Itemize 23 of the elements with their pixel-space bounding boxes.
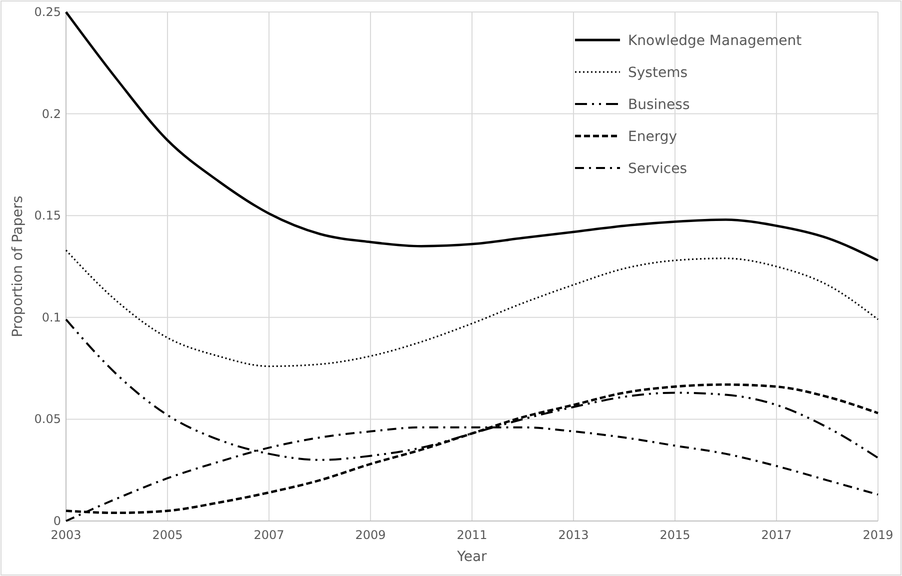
- x-tick-label: 2011: [456, 528, 488, 542]
- y-axis-title: Proportion of Papers: [10, 196, 26, 338]
- x-tick-label: 2015: [660, 528, 690, 542]
- y-tick-label: 0.1: [42, 310, 61, 324]
- x-tick-label: 2005: [152, 528, 183, 542]
- x-axis-title: Year: [456, 549, 488, 565]
- legend-label: Services: [628, 161, 688, 177]
- x-tick-label: 2017: [761, 528, 792, 542]
- legend-label: Knowledge Management: [628, 33, 802, 49]
- x-tick-label: 2013: [558, 528, 589, 542]
- y-tick-label: 0: [53, 514, 61, 528]
- x-tick-label: 2019: [862, 528, 894, 542]
- legend-label: Energy: [628, 129, 678, 145]
- y-tick-label: 0.15: [34, 208, 61, 223]
- x-tick-label: 2007: [254, 528, 284, 542]
- line-series: [65, 249, 879, 368]
- x-tick-label: 2003: [50, 528, 82, 542]
- y-tick-label: 0.2: [42, 106, 61, 121]
- legend-label: Systems: [628, 65, 688, 81]
- y-tick-label: 0.25: [34, 5, 61, 19]
- y-tick-label: 0.05: [34, 412, 61, 426]
- legend-label: Business: [628, 97, 690, 113]
- x-tick-label: 2009: [355, 528, 386, 542]
